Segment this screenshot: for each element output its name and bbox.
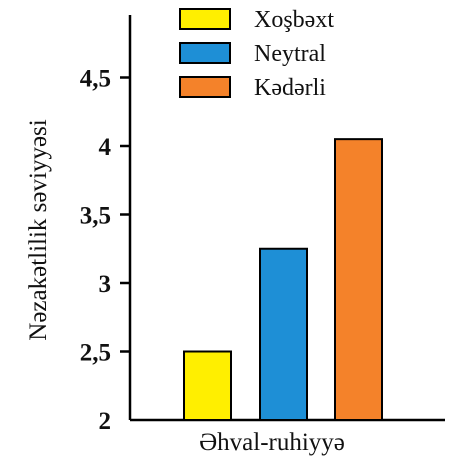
y-tick-label: 3,5 bbox=[80, 203, 111, 230]
y-tick-label: 3 bbox=[99, 271, 112, 298]
legend-swatch bbox=[179, 8, 231, 30]
legend-label: Xoşbəxt bbox=[254, 7, 334, 33]
legend-swatch bbox=[179, 76, 231, 98]
bar-group bbox=[183, 138, 383, 421]
legend-swatch bbox=[179, 42, 231, 64]
y-tick-group: 2 2,5 3 3,5 4 4,5 bbox=[80, 66, 130, 435]
x-axis-label: Əhval-ruhiyyə bbox=[199, 429, 345, 456]
bar-neytral bbox=[259, 247, 308, 421]
y-tick-label: 2,5 bbox=[80, 340, 111, 367]
bar-xoşbəxt bbox=[183, 350, 232, 421]
y-tick-label: 2 bbox=[99, 408, 112, 435]
y-tick-label: 4,5 bbox=[80, 66, 111, 93]
y-tick-label: 4 bbox=[99, 134, 112, 161]
legend-label: Kədərli bbox=[254, 75, 326, 101]
bar-kədərli bbox=[334, 138, 383, 421]
y-axis: 2 2,5 3 3,5 4 4,5 bbox=[80, 15, 132, 435]
legend-label: Neytral bbox=[254, 41, 326, 67]
legend: Xoşbəxt Neytral Kədərli bbox=[179, 7, 334, 101]
y-axis-label: Nəzakətlilik səviyyəsi bbox=[25, 119, 52, 341]
